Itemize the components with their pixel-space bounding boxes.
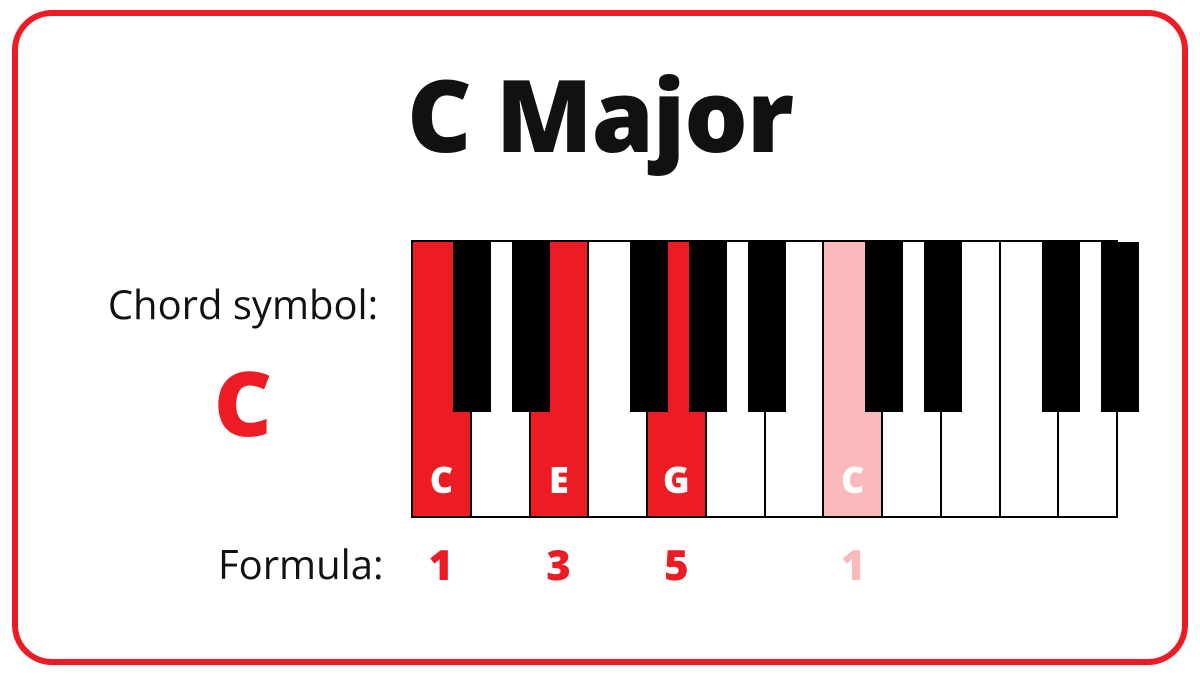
piano-keyboard: CEGC [411,240,1118,518]
formula-degree: 5 [664,536,689,593]
black-key [453,242,491,412]
black-key [512,242,550,412]
chord-card: C Major Chord symbol: C C E G C Formula: 1 3… [12,10,1188,665]
chord-symbol-label: Chord symbol: [78,276,408,331]
key-label: C [841,455,864,504]
chord-symbol-block: Chord symbol: C [78,276,408,463]
formula-label: Formula: [218,536,383,591]
black-key [865,242,903,412]
black-key [924,242,962,412]
formula-degree: 3 [546,536,571,593]
key-label: G [663,455,690,504]
formula-degree: 1 [428,536,453,593]
chord-symbol-value: C [78,341,408,463]
formula-row: Formula: 1 3 5 1 [18,536,1182,596]
black-key [689,242,727,412]
key-label: C [430,455,453,504]
black-key [1101,242,1139,412]
black-key [630,242,668,412]
chord-title: C Major [18,46,1182,182]
formula-degree: 1 [841,536,866,593]
black-key [1042,242,1080,412]
key-label: E [549,455,569,504]
black-key [748,242,786,412]
